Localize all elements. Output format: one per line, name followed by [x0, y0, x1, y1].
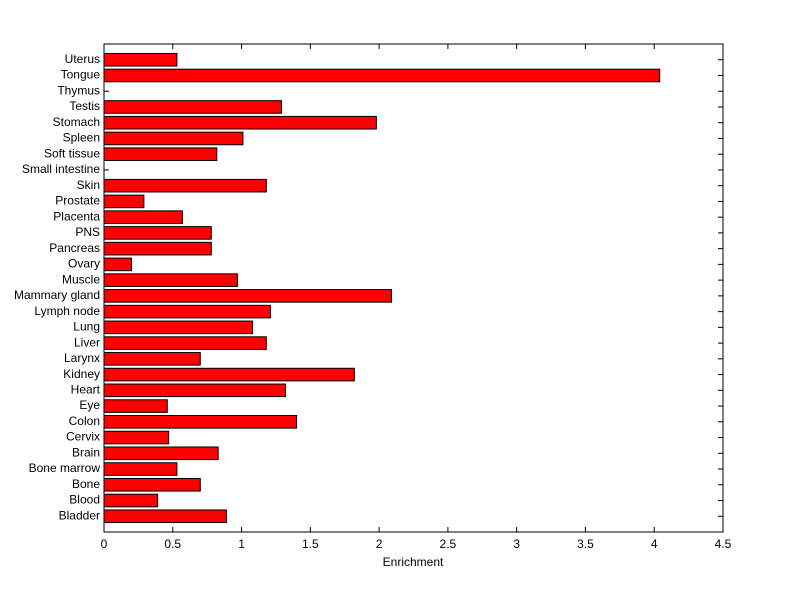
bar [103, 367, 355, 382]
bar [103, 100, 282, 114]
x-tick-label: 4.5 [715, 537, 732, 551]
y-tick-label: Soft tissue [44, 146, 100, 160]
y-tick-label: Bladder [59, 508, 100, 522]
x-tick-label: 1 [238, 537, 245, 551]
x-tick-label: 2.5 [440, 537, 457, 551]
bar [103, 226, 212, 240]
x-tick-label: 3 [513, 537, 520, 551]
y-tick-label: Bone [72, 477, 100, 491]
y-tick-label: Brain [72, 445, 100, 459]
bar [103, 273, 238, 287]
bar [103, 446, 219, 461]
bar [103, 320, 254, 335]
y-tick-label: Lymph node [34, 304, 100, 318]
y-tick-label: Blood [69, 493, 100, 507]
bar [103, 52, 178, 67]
bar [103, 131, 244, 146]
x-tick-label: 3.5 [577, 537, 594, 551]
bar [103, 462, 178, 476]
y-tick-label: Lung [73, 320, 100, 334]
bar [103, 399, 168, 413]
bar [103, 304, 271, 319]
bar [103, 178, 267, 193]
bar [103, 383, 287, 398]
y-tick-label: Bone marrow [29, 461, 101, 475]
y-tick-label: Spleen [63, 131, 100, 145]
bar [103, 194, 145, 209]
y-tick-label: Tongue [61, 68, 101, 82]
y-tick-label: PNS [75, 225, 100, 239]
bar [103, 241, 212, 256]
y-tick-label: Testis [69, 99, 100, 113]
y-tick-label: Liver [74, 335, 100, 349]
bar [103, 352, 201, 366]
y-tick-label: Muscle [62, 272, 100, 286]
bar [103, 509, 227, 524]
bar [103, 336, 267, 350]
x-tick-label: 2 [376, 537, 383, 551]
bar [103, 257, 133, 272]
bar [103, 430, 170, 445]
y-tick-label: Pancreas [49, 241, 100, 255]
x-tick-label: 4 [651, 537, 658, 551]
y-tick-label: Thymus [57, 83, 100, 97]
bar [103, 289, 392, 303]
bar [103, 477, 201, 492]
y-tick-label: Larynx [64, 351, 100, 365]
y-tick-label: Stomach [53, 115, 100, 129]
bar [103, 115, 377, 130]
y-tick-label: Placenta [53, 209, 100, 223]
y-tick-label: Small intestine [22, 162, 100, 176]
x-axis-label: Enrichment [383, 555, 444, 569]
x-tick-label: 0 [101, 537, 108, 551]
x-tick-label: 0.5 [164, 537, 181, 551]
y-tick-label: Heart [71, 382, 101, 396]
y-tick-label: Kidney [63, 367, 100, 381]
y-tick-label: Colon [69, 414, 100, 428]
y-tick-label: Prostate [55, 194, 100, 208]
y-tick-label: Mammary gland [14, 288, 100, 302]
y-tick-label: Cervix [66, 430, 100, 444]
x-tick-label: 1.5 [302, 537, 319, 551]
bar [103, 210, 183, 224]
y-tick-label: Uterus [65, 52, 100, 66]
y-tick-label: Skin [77, 178, 100, 192]
y-tick-label: Eye [79, 398, 100, 412]
y-tick-label: Ovary [68, 257, 100, 271]
bar [103, 68, 661, 83]
bar [103, 493, 159, 508]
bar [103, 415, 298, 429]
bar [103, 147, 218, 161]
